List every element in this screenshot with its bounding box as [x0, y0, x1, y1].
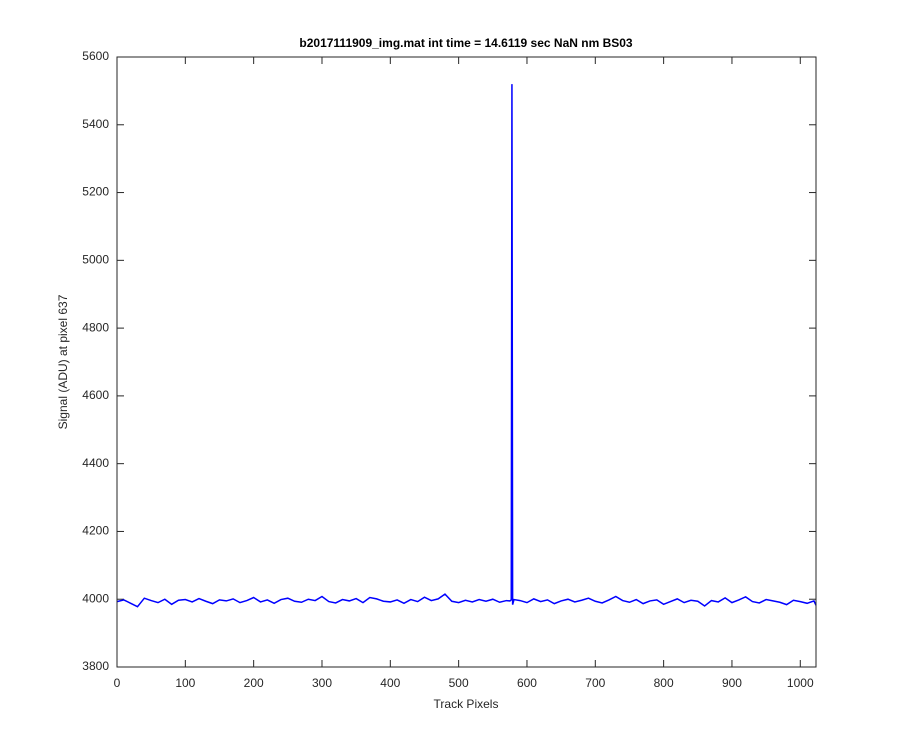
x-tick-label: 600 [517, 676, 537, 690]
y-tick-label: 4400 [82, 456, 109, 470]
y-tick-label: 3800 [82, 659, 109, 673]
data-line [116, 84, 817, 608]
x-tick-label: 1000 [787, 676, 814, 690]
x-tick-label: 400 [380, 676, 400, 690]
y-tick-label: 5000 [82, 253, 109, 267]
x-tick-label: 800 [654, 676, 674, 690]
y-tick-label: 5200 [82, 185, 109, 199]
x-tick-label: 100 [175, 676, 195, 690]
y-tick-label: 4800 [82, 320, 109, 334]
y-axis-label: Signal (ADU) at pixel 637 [56, 294, 70, 429]
x-tick-label: 200 [244, 676, 264, 690]
axes-box [116, 56, 817, 668]
x-axis-label: Track Pixels [434, 697, 499, 711]
x-tick-label: 300 [312, 676, 332, 690]
chart-title: b2017111909_img.mat int time = 14.6119 s… [299, 36, 633, 50]
y-tick-label: 5400 [82, 117, 109, 131]
x-tick-label: 900 [722, 676, 742, 690]
y-tick-label: 5600 [82, 49, 109, 63]
x-tick-label: 0 [114, 676, 121, 690]
x-tick-label: 700 [585, 676, 605, 690]
y-tick-label: 4200 [82, 524, 109, 538]
y-tick-label: 4000 [82, 591, 109, 605]
y-tick-label: 4600 [82, 388, 109, 402]
x-tick-label: 500 [449, 676, 469, 690]
